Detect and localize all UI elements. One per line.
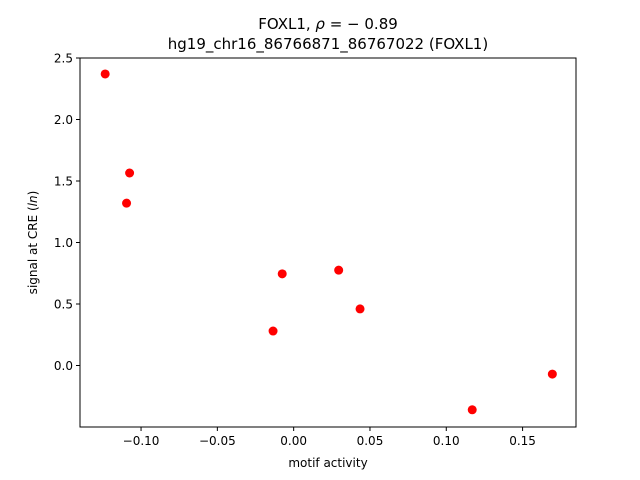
x-tick-label: −0.10 (123, 434, 160, 448)
data-point-6 (355, 304, 365, 314)
x-tick-label: 0.05 (357, 434, 384, 448)
data-point-4 (277, 269, 287, 279)
y-tick-label: 1.0 (54, 236, 73, 250)
x-axis-label: motif activity (288, 456, 367, 470)
x-tick-label: 0.15 (509, 434, 536, 448)
data-point-2 (125, 168, 135, 178)
data-points (100, 69, 557, 415)
data-point-5 (334, 265, 344, 275)
x-axis-ticks: −0.10 −0.05 0.00 0.05 0.10 0.15 (123, 427, 536, 448)
data-point-1 (100, 69, 110, 79)
data-point-3 (122, 198, 132, 208)
data-point-9 (467, 405, 477, 415)
x-tick-label: 0.10 (433, 434, 460, 448)
y-tick-label: 1.5 (54, 175, 73, 189)
data-point-8 (547, 369, 557, 379)
y-axis-label: signal at CRE (ln) (26, 191, 40, 295)
x-tick-label: 0.00 (280, 434, 307, 448)
chart-title-line1: FOXL1, ρ = − 0.89 (258, 15, 398, 33)
y-tick-label: 0.0 (54, 359, 73, 373)
y-tick-label: 2.0 (54, 113, 73, 127)
y-axis-ticks: 0.0 0.5 1.0 1.5 2.0 2.5 (54, 52, 80, 373)
x-tick-label: −0.05 (199, 434, 236, 448)
y-tick-label: 2.5 (54, 52, 73, 66)
y-tick-label: 0.5 (54, 298, 73, 312)
data-point-7 (268, 326, 278, 336)
plot-frame (79, 57, 577, 428)
chart-title-line2: hg19_chr16_86766871_86767022 (FOXL1) (168, 35, 488, 54)
